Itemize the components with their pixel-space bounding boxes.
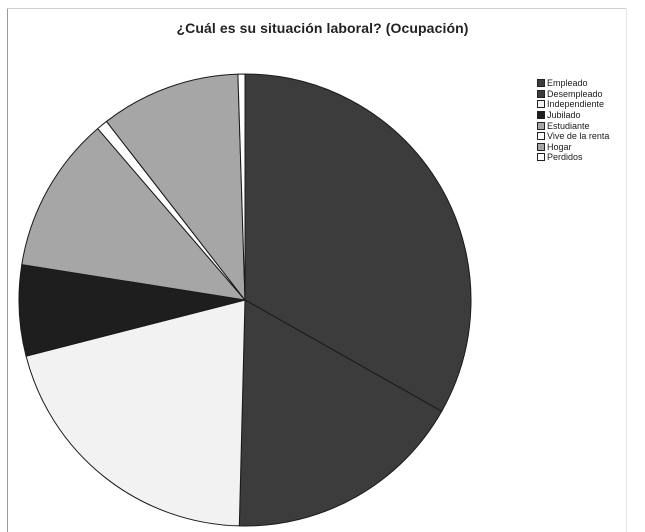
- legend-item-perdidos: Perdidos: [537, 152, 609, 163]
- frame-border-left: [7, 8, 8, 532]
- legend-label-vive-de-la-renta: Vive de la renta: [547, 131, 610, 142]
- chart-title: ¿Cuál es su situación laboral? (Ocupació…: [176, 20, 469, 36]
- pie-slice-estudiante: [21, 128, 246, 301]
- legend-item-estudiante: Estudiante: [537, 120, 609, 131]
- legend-swatch-jubilado: [537, 111, 545, 120]
- legend-label-desempleado: Desempleado: [547, 88, 603, 99]
- legend-swatch-desempleado: [537, 89, 545, 98]
- legend-label-independiente: Independiente: [547, 99, 605, 110]
- legend-item-jubilado: Jubilado: [537, 110, 609, 121]
- legend-swatch-empleado: [537, 79, 545, 88]
- legend-swatch-vive-de-la-renta: [537, 132, 545, 141]
- legend-swatch-perdidos: [537, 153, 545, 162]
- legend-swatch-estudiante: [537, 121, 545, 130]
- legend-swatch-hogar: [537, 142, 545, 151]
- pie-slice-perdidos: [237, 73, 246, 301]
- legend-item-empleado: Empleado: [537, 78, 609, 89]
- legend-label-estudiante: Estudiante: [547, 120, 590, 131]
- legend-label-empleado: Empleado: [547, 78, 588, 89]
- chart-legend: Empleado Desempleado Independiente Jubilado…: [537, 78, 609, 163]
- frame-border-top: [7, 8, 627, 9]
- pie-slice-hogar: [105, 73, 246, 301]
- pie-slice-independiente: [25, 299, 246, 527]
- legend-item-desempleado: Desempleado: [537, 89, 609, 100]
- legend-label-hogar: Hogar: [547, 141, 572, 152]
- pie-slice-desempleado: [238, 299, 443, 527]
- legend-item-vive-de-la-renta: Vive de la renta: [537, 131, 609, 142]
- legend-swatch-independiente: [537, 100, 545, 109]
- legend-label-jubilado: Jubilado: [547, 110, 581, 121]
- legend-item-independiente: Independiente: [537, 99, 609, 110]
- frame-border-right: [626, 8, 627, 532]
- legend-item-hogar: Hogar: [537, 142, 609, 153]
- legend-label-perdidos: Perdidos: [547, 152, 583, 163]
- pie-slice-empleado: [244, 73, 472, 412]
